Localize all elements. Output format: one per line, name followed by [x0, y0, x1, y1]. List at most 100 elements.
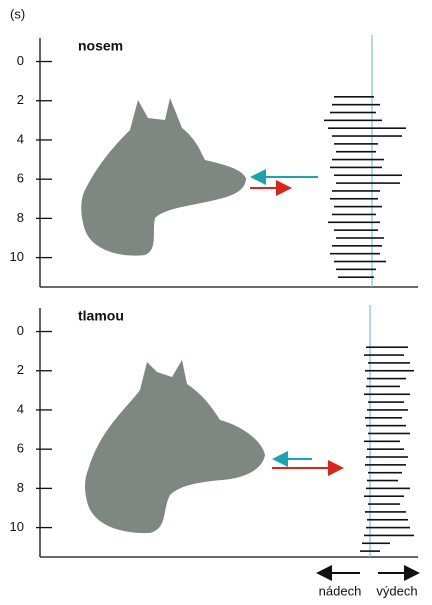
exhale-bar: [370, 456, 408, 458]
inhale-bar: [334, 143, 372, 145]
y-tick-label: 0: [17, 53, 24, 68]
inhale-bar: [367, 479, 370, 482]
exhale-bar: [370, 542, 390, 545]
exhale-bar: [370, 511, 406, 513]
inhale-bar: [366, 385, 370, 388]
inhale-bar: [360, 550, 370, 552]
exhale-bar: [370, 354, 404, 356]
exhale-bar: [370, 393, 410, 396]
inhale-bar: [368, 503, 370, 505]
inhale-bar: [334, 174, 372, 177]
inhale-bar: [364, 440, 370, 443]
inhale-bar: [336, 150, 372, 153]
exhale-bar: [370, 377, 406, 380]
exhale-bar: [370, 416, 402, 419]
exhale-bar: [372, 127, 406, 129]
exhale-bar: [370, 369, 414, 372]
exhale-bar: [370, 440, 400, 443]
dog-head-mouth: [85, 360, 265, 534]
exhale-bar: [370, 448, 404, 450]
exhale-bar: [370, 362, 410, 364]
y-axis-label: (s): [10, 6, 25, 21]
exhale-bar: [372, 143, 378, 145]
exhale-label: výdech: [376, 583, 417, 598]
inhale-bar: [332, 158, 372, 161]
inhale-bar: [330, 197, 372, 200]
y-tick-label: 6: [17, 441, 24, 456]
inhale-bar: [324, 119, 372, 122]
y-tick-label: 2: [17, 362, 24, 377]
inhale-bar: [336, 237, 372, 239]
exhale-bar: [370, 471, 402, 474]
exhale-bar: [370, 424, 406, 427]
inhale-bar: [365, 416, 370, 419]
y-tick-label: 8: [17, 480, 24, 495]
inhale-label: nádech: [319, 583, 362, 598]
inhale-bar: [332, 245, 372, 247]
inhale-bar: [330, 166, 372, 169]
inhale-bar: [334, 205, 372, 208]
exhale-bar: [370, 464, 406, 466]
inhale-bar: [336, 182, 372, 184]
inhale-bar: [365, 464, 370, 466]
inhale-bar: [367, 377, 370, 380]
inhale-bar: [368, 401, 370, 403]
y-tick-label: 6: [17, 171, 24, 186]
exhale-bar: [372, 221, 380, 224]
inhale-bar: [334, 260, 372, 263]
dog-head-nose: [81, 98, 246, 256]
inhale-bar: [336, 268, 372, 271]
inhale-bar: [334, 96, 372, 98]
inhale-bar: [366, 526, 370, 529]
inhale-bar: [365, 511, 370, 513]
exhale-bar: [372, 103, 380, 106]
exhale-bar: [372, 205, 382, 208]
inhale-bar: [366, 456, 370, 458]
exhale-bar: [372, 158, 384, 161]
exhale-bar: [372, 190, 380, 192]
inhale-bar: [330, 111, 372, 114]
inhale-bar: [332, 135, 372, 137]
exhale-bar: [372, 229, 378, 231]
inhale-bar: [367, 409, 370, 411]
exhale-bar: [372, 213, 376, 216]
inhale-bar: [328, 221, 372, 224]
y-tick-label: 4: [17, 131, 24, 146]
inhale-bar: [368, 471, 370, 474]
y-tick-label: 10: [10, 249, 24, 264]
exhale-bar: [372, 268, 376, 271]
exhale-bar: [372, 252, 380, 255]
inhale-bar: [364, 393, 370, 396]
exhale-bar: [372, 260, 386, 263]
exhale-bar: [372, 166, 382, 169]
exhale-bar: [370, 526, 410, 529]
inhale-bar: [367, 448, 370, 450]
exhale-bar: [370, 432, 410, 435]
exhale-bar: [372, 276, 374, 278]
y-tick-label: 10: [10, 519, 24, 534]
exhale-bar: [370, 385, 400, 388]
inhale-bar: [332, 190, 372, 192]
exhale-bar: [370, 401, 404, 403]
exhale-bar: [370, 409, 408, 411]
inhale-bar: [367, 518, 370, 521]
inhale-bar: [364, 354, 370, 356]
exhale-bar: [370, 503, 400, 505]
inhale-bar: [368, 362, 370, 364]
inhale-bar: [366, 424, 370, 427]
panel-title: nosem: [78, 38, 123, 54]
exhale-bar: [370, 534, 414, 537]
y-tick-label: 0: [17, 323, 24, 338]
panel-title: tlamou: [78, 308, 124, 324]
y-tick-label: 4: [17, 401, 24, 416]
inhale-bar: [364, 534, 370, 537]
exhale-bar: [370, 518, 408, 521]
exhale-bar: [372, 135, 402, 137]
exhale-bar: [372, 197, 378, 200]
inhale-bar: [334, 229, 372, 231]
exhale-bar: [370, 346, 408, 349]
y-tick-label: 8: [17, 210, 24, 225]
inhale-bar: [328, 127, 372, 129]
exhale-bar: [370, 479, 398, 482]
